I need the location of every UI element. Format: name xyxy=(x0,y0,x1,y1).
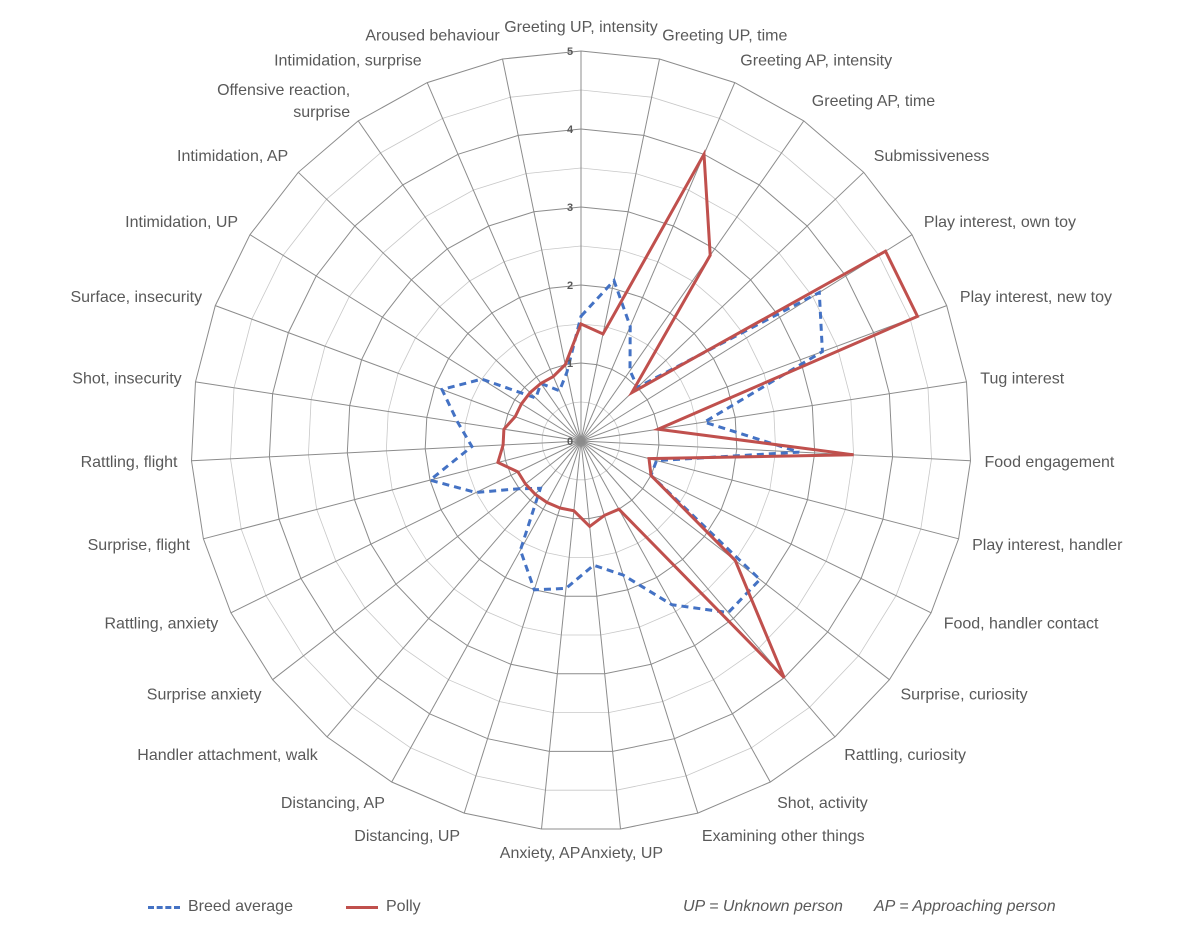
legend: Breed average Polly UP = Unknown person … xyxy=(0,898,1200,922)
category-labels: Greeting UP, intensity Greeting UP, time G… xyxy=(70,19,1123,862)
tick-label: 1 xyxy=(567,358,573,370)
tick-label: 2 xyxy=(567,280,573,292)
axis-spoke xyxy=(580,440,621,830)
category-label: Play interest, own toy xyxy=(924,214,1076,231)
grid-ring xyxy=(346,206,816,675)
grid-ring xyxy=(230,89,932,791)
category-label: Shot, insecurity xyxy=(72,370,181,387)
category-label: Tug interest xyxy=(980,370,1064,387)
note-approaching-person: AP = Approaching person xyxy=(874,898,1056,915)
category-label: Distancing, AP xyxy=(281,795,385,812)
category-label: Intimidation, AP xyxy=(177,148,288,165)
axis-spoke xyxy=(203,440,582,540)
axis-spoke xyxy=(426,82,582,442)
category-label: Rattling, anxiety xyxy=(104,615,218,632)
axis-spoke xyxy=(272,440,582,681)
category-label: Offensive reaction, surprise xyxy=(217,82,350,121)
grid-ring xyxy=(385,245,777,636)
legend-swatch-breed-average xyxy=(148,905,180,909)
axis-spoke xyxy=(580,305,947,442)
axis-spoke xyxy=(580,120,805,442)
axis-spoke xyxy=(195,381,582,442)
axis-spoke xyxy=(391,440,582,783)
tick-label: 0 xyxy=(567,436,573,448)
axis-spoke xyxy=(580,440,971,462)
category-label: Anxiety, AP xyxy=(500,845,581,862)
series-breed-average xyxy=(426,277,824,615)
grid-ring xyxy=(541,401,621,481)
axis-spoke xyxy=(580,58,660,442)
axis-spoke xyxy=(326,440,582,738)
category-label: Greeting UP, intensity xyxy=(504,19,658,36)
category-label: Food engagement xyxy=(985,454,1115,471)
axis-spoke xyxy=(580,82,736,442)
axis-spoke xyxy=(297,171,582,442)
grid-ring xyxy=(463,323,699,558)
category-label: Rattling, curiosity xyxy=(844,747,966,764)
axis-spoke xyxy=(580,440,932,614)
legend-item-breed-average: Breed average xyxy=(148,898,293,916)
category-label: Greeting UP, time xyxy=(662,28,787,45)
axis-spoke xyxy=(541,440,582,830)
axis-spoke xyxy=(191,440,582,462)
note-unknown-person: UP = Unknown person xyxy=(683,898,843,915)
category-label: Play interest, new toy xyxy=(960,289,1112,306)
category-label: Intimidation, UP xyxy=(125,214,238,231)
category-label: Food, handler contact xyxy=(944,615,1099,632)
axis-spoke xyxy=(357,120,582,442)
category-label: Aroused behaviour xyxy=(365,28,500,45)
tick-label: 4 xyxy=(567,124,574,136)
grid-ring xyxy=(424,284,738,597)
radar-series xyxy=(426,149,920,679)
axis-spoke xyxy=(580,440,959,540)
legend-label-breed-average: Breed average xyxy=(188,898,293,915)
series-polly xyxy=(496,149,920,679)
category-label: Rattling, flight xyxy=(81,454,178,471)
category-label: Surprise anxiety xyxy=(147,686,262,703)
radar-grid xyxy=(190,50,972,830)
legend-item-polly: Polly xyxy=(346,898,421,916)
axis-spoke xyxy=(215,305,582,442)
category-label: Surprise, flight xyxy=(88,537,191,554)
legend-label-polly: Polly xyxy=(386,898,421,915)
category-label: Submissiveness xyxy=(874,148,990,165)
axis-spoke xyxy=(580,234,913,442)
axis-spoke xyxy=(580,440,771,783)
axis-spoke xyxy=(230,440,582,614)
axis-spoke xyxy=(580,381,967,442)
radial-tick-labels: 0 1 2 3 4 5 xyxy=(567,46,574,448)
grid-ring xyxy=(190,50,972,830)
tick-label: 5 xyxy=(567,46,573,58)
category-label: Greeting AP, intensity xyxy=(740,53,892,70)
legend-swatch-polly xyxy=(346,905,378,909)
grid-ring xyxy=(268,128,894,752)
axis-spoke xyxy=(463,440,582,814)
radar-spokes xyxy=(191,51,971,830)
category-label: Distancing, UP xyxy=(354,828,460,845)
category-label: Shot, activity xyxy=(777,795,868,812)
category-label: Examining other things xyxy=(702,828,865,845)
axis-spoke xyxy=(249,234,582,442)
category-label: Surprise, curiosity xyxy=(901,686,1028,703)
axis-spoke xyxy=(580,440,699,814)
axis-spoke xyxy=(580,440,836,738)
tick-label: 3 xyxy=(567,202,573,214)
axis-spoke xyxy=(502,58,582,442)
category-label: Greeting AP, time xyxy=(812,93,935,110)
category-label: Play interest, handler xyxy=(972,537,1123,554)
category-label: Anxiety, UP xyxy=(581,845,663,862)
grid-ring xyxy=(307,167,855,713)
category-label: Surface, insecurity xyxy=(70,289,202,306)
category-label: Intimidation, surprise xyxy=(274,53,422,70)
category-label: Handler attachment, walk xyxy=(137,747,319,764)
